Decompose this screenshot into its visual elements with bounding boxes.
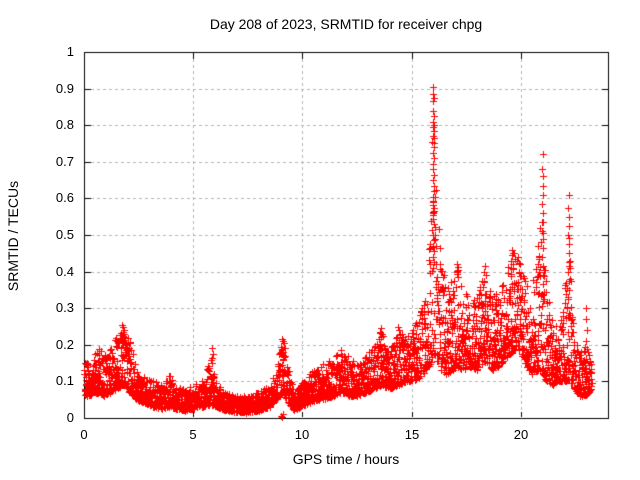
x-tick-label: 20 xyxy=(513,427,529,442)
y-tick-label: 0.3 xyxy=(55,300,74,315)
y-tick-label: 0 xyxy=(66,410,74,425)
y-tick-label: 0.9 xyxy=(55,81,74,96)
y-tick-label: 0.5 xyxy=(55,227,74,242)
x-tick-label: 0 xyxy=(80,427,88,442)
x-axis-label: GPS time / hours xyxy=(292,451,400,467)
y-tick-label: 0.8 xyxy=(55,117,74,132)
chart-title: Day 208 of 2023, SRMTID for receiver chp… xyxy=(209,16,483,32)
y-tick-label: 0.6 xyxy=(55,190,74,205)
y-tick-label: 0.2 xyxy=(55,337,74,352)
x-tick-label: 15 xyxy=(404,427,420,442)
y-tick-label: 0.7 xyxy=(55,154,74,169)
y-tick-label: 1 xyxy=(66,44,74,59)
x-tick-label: 10 xyxy=(294,427,310,442)
x-tick-label: 5 xyxy=(189,427,197,442)
y-axis-label: SRMTID / TECUs xyxy=(5,180,21,292)
y-tick-label: 0.1 xyxy=(55,373,74,388)
y-tick-label: 0.4 xyxy=(55,264,74,279)
